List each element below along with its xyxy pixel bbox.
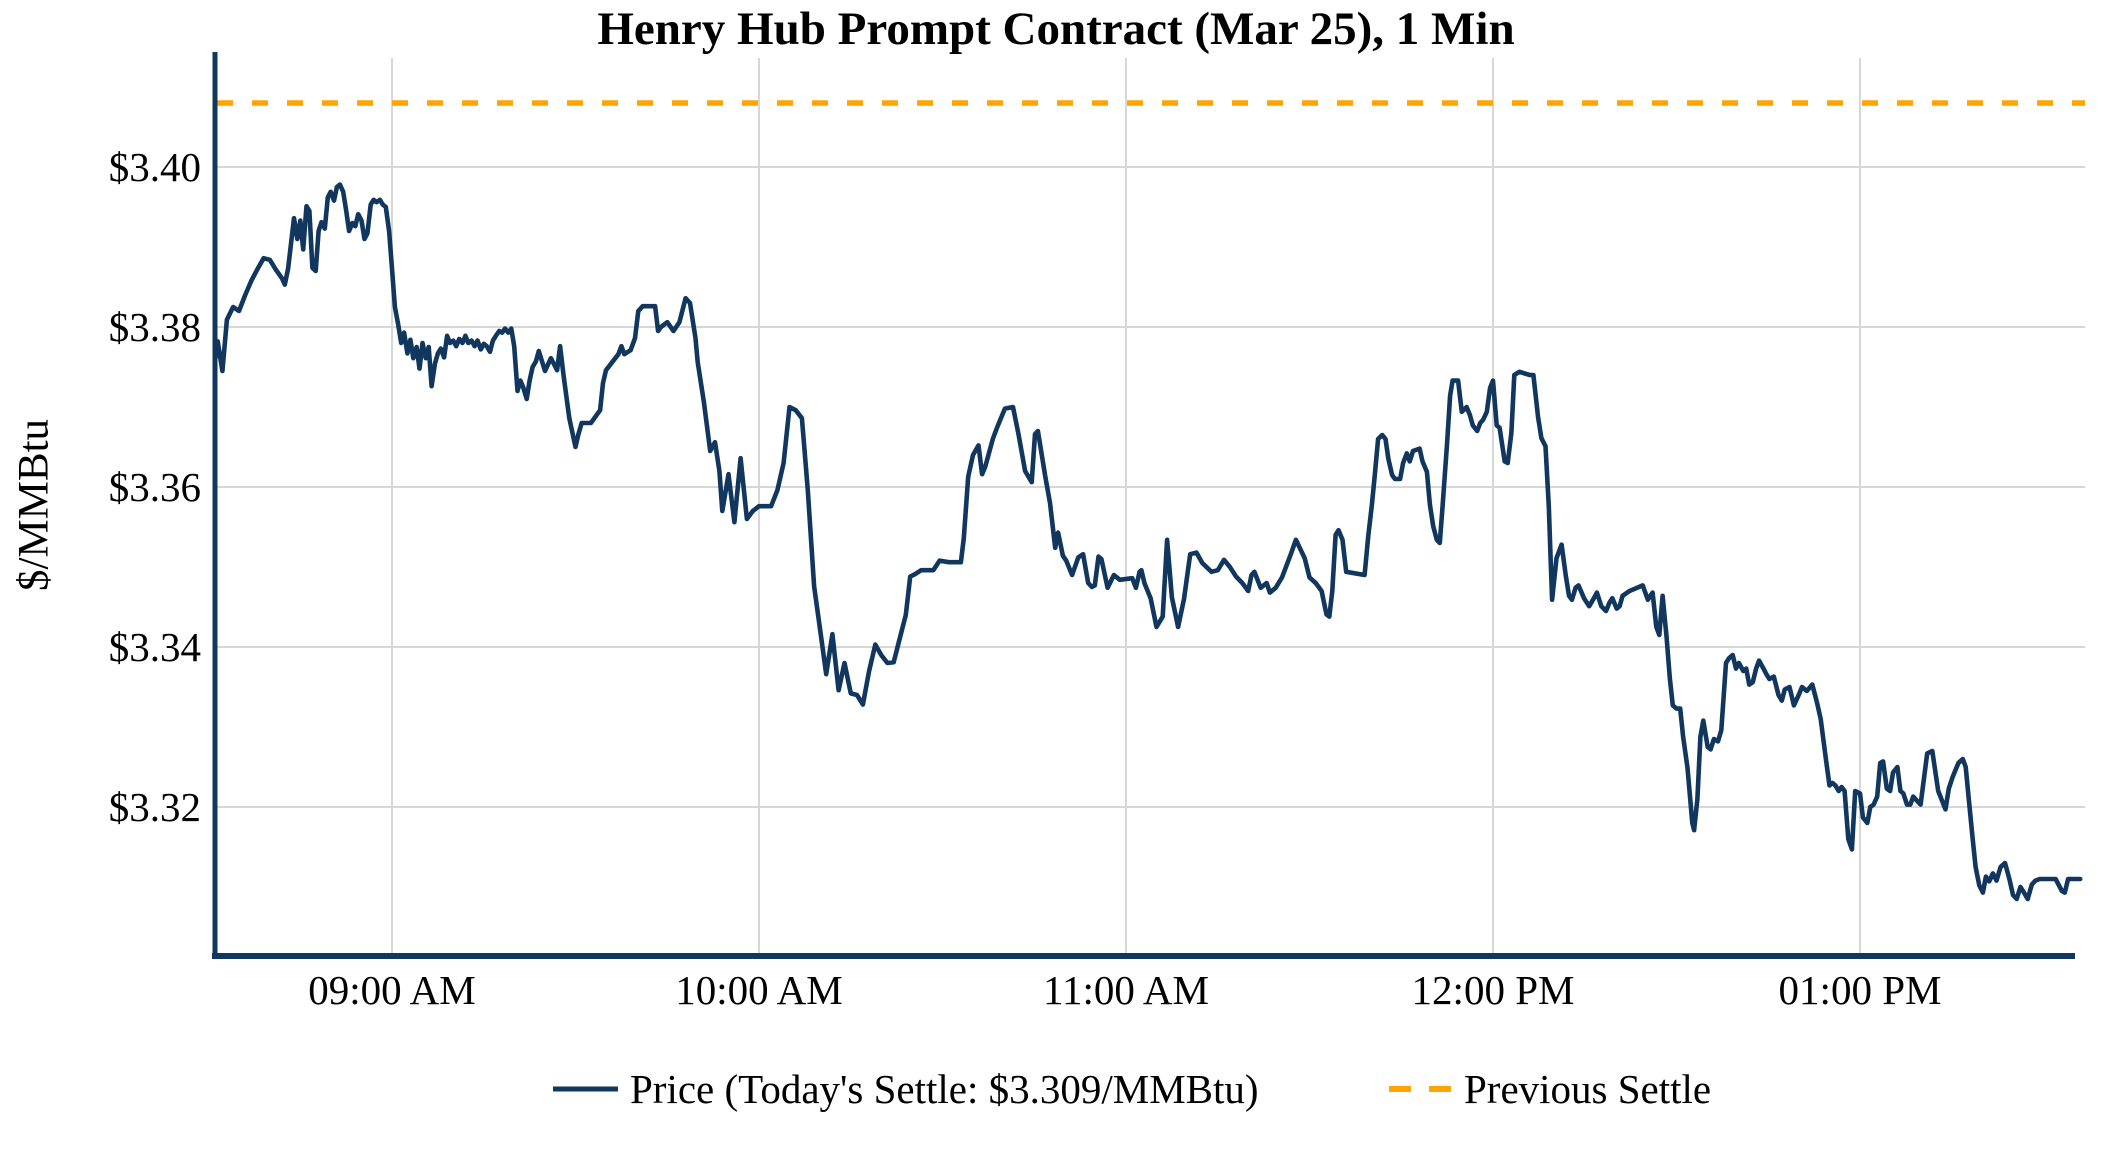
x-tick-label: 09:00 AM [308, 967, 475, 1013]
x-tick-label: 10:00 AM [675, 967, 842, 1013]
y-tick-label: $3.32 [109, 784, 201, 830]
gridlines [215, 58, 2085, 953]
y-tick-label: $3.36 [109, 464, 201, 510]
y-tick-label: $3.40 [109, 144, 201, 190]
y-tick-label: $3.38 [109, 304, 201, 350]
x-tick-label: 01:00 PM [1779, 967, 1942, 1013]
y-axis-title: $/MMBtu [11, 419, 58, 591]
price-line [212, 182, 2083, 902]
y-tick-labels: $3.40 $3.38 $3.36 $3.34 $3.32 [109, 144, 201, 830]
chart-title: Henry Hub Prompt Contract (Mar 25), 1 Mi… [597, 3, 1514, 55]
y-tick-label: $3.34 [109, 624, 201, 670]
x-tick-label: 11:00 AM [1043, 967, 1209, 1013]
previous-settle-legend-label: Previous Settle [1464, 1066, 1711, 1112]
price-legend-label: Price (Today's Settle: $3.309/MMBtu) [630, 1066, 1259, 1112]
x-tick-label: 12:00 PM [1412, 967, 1575, 1013]
x-tick-labels: 09:00 AM 10:00 AM 11:00 AM 12:00 PM 01:00 PM [308, 967, 1941, 1013]
legend: Price (Today's Settle: $3.309/MMBtu) Pre… [553, 1066, 1711, 1112]
